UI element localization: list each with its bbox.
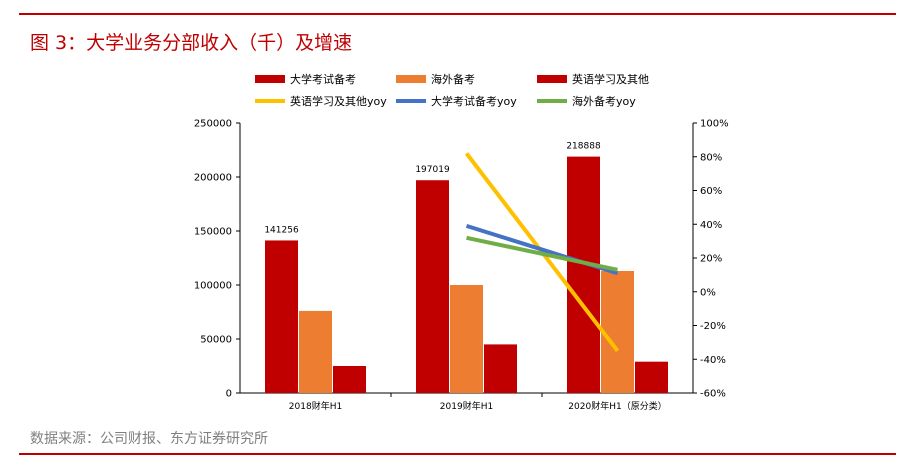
right-tick-label: -60% [700, 389, 726, 400]
legend-swatch [396, 75, 426, 83]
data-label: 141256 [264, 225, 299, 235]
right-tick-label: 100% [700, 119, 729, 130]
left-tick-label: 250000 [194, 119, 232, 130]
legend-label: 海外备考 [431, 72, 475, 86]
left-tick-label: 200000 [194, 173, 232, 184]
data-label: 197019 [415, 165, 450, 175]
source-note: 数据来源：公司财报、东方证券研究所 [30, 431, 268, 447]
legend-label: 英语学习及其他yoy [290, 94, 387, 108]
left-tick-label: 100000 [194, 281, 232, 292]
bar-1 [265, 240, 298, 393]
bar-2 [601, 270, 634, 393]
legend-label: 海外备考yoy [572, 94, 636, 108]
right-tick-label: 20% [700, 254, 722, 265]
x-category-label: 2020财年H1（原分类） [568, 400, 666, 412]
x-category-label: 2019财年H1 [440, 400, 493, 412]
bar-3 [484, 344, 517, 393]
right-tick-label: 40% [700, 220, 722, 231]
legend-label: 英语学习及其他 [572, 72, 649, 86]
legend-swatch [255, 75, 285, 83]
right-tick-label: -20% [700, 321, 726, 332]
right-tick-label: 80% [700, 152, 722, 163]
left-tick-label: 50000 [200, 335, 232, 346]
data-label: 218888 [566, 142, 601, 152]
right-tick-label: -40% [700, 355, 726, 366]
left-tick-label: 0 [226, 389, 232, 400]
bar-2 [299, 310, 332, 393]
legend-label: 大学考试备考yoy [431, 94, 517, 108]
bar-3 [333, 366, 366, 393]
chart-title: 图 3：大学业务分部收入（千）及增速 [30, 32, 353, 54]
right-tick-label: 0% [700, 287, 716, 298]
bar-1 [416, 180, 449, 393]
right-tick-label: 60% [700, 186, 722, 197]
bar-3 [635, 361, 668, 393]
bar-2 [450, 285, 483, 393]
x-category-label: 2018财年H1 [289, 400, 342, 412]
bar-1 [567, 156, 600, 393]
left-tick-label: 150000 [194, 227, 232, 238]
legend-swatch [537, 75, 567, 83]
legend-label: 大学考试备考 [290, 72, 356, 86]
series-line-3 [466, 235, 618, 272]
bottom-rule [19, 453, 896, 455]
top-rule [19, 13, 896, 15]
